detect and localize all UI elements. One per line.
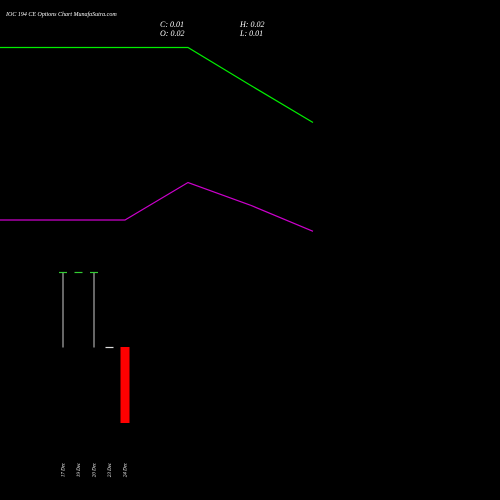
- moving-average-layer: [0, 46, 314, 232]
- candle-1: [59, 271, 67, 348]
- candle-5: [120, 347, 130, 423]
- low-value: L: 0.01: [239, 29, 263, 38]
- moving-average-line-1: [0, 46, 314, 124]
- candle-body: [120, 347, 130, 423]
- x-tick-label: 19 Dec: [77, 462, 82, 477]
- x-tick-layer: 17 Dec 19 Dec 20 Dec 23 Dec 24 Dec: [62, 462, 129, 477]
- open-value: O: 0.02: [160, 29, 184, 38]
- candle-3: [90, 271, 98, 348]
- candle-layer: [59, 271, 130, 423]
- x-tick-label: 17 Dec: [62, 462, 67, 477]
- close-value: C: 0.01: [160, 20, 184, 29]
- x-tick-label: 20 Dec: [93, 462, 98, 477]
- x-tick-label: 23 Dec: [108, 462, 113, 477]
- x-tick-label: 24 Dec: [124, 462, 129, 477]
- chart-title: IOC 194 CE Options Chart MunafaSutra.com: [5, 11, 117, 18]
- high-value: H: 0.02: [239, 20, 264, 29]
- moving-average-line-2: [0, 181, 314, 232]
